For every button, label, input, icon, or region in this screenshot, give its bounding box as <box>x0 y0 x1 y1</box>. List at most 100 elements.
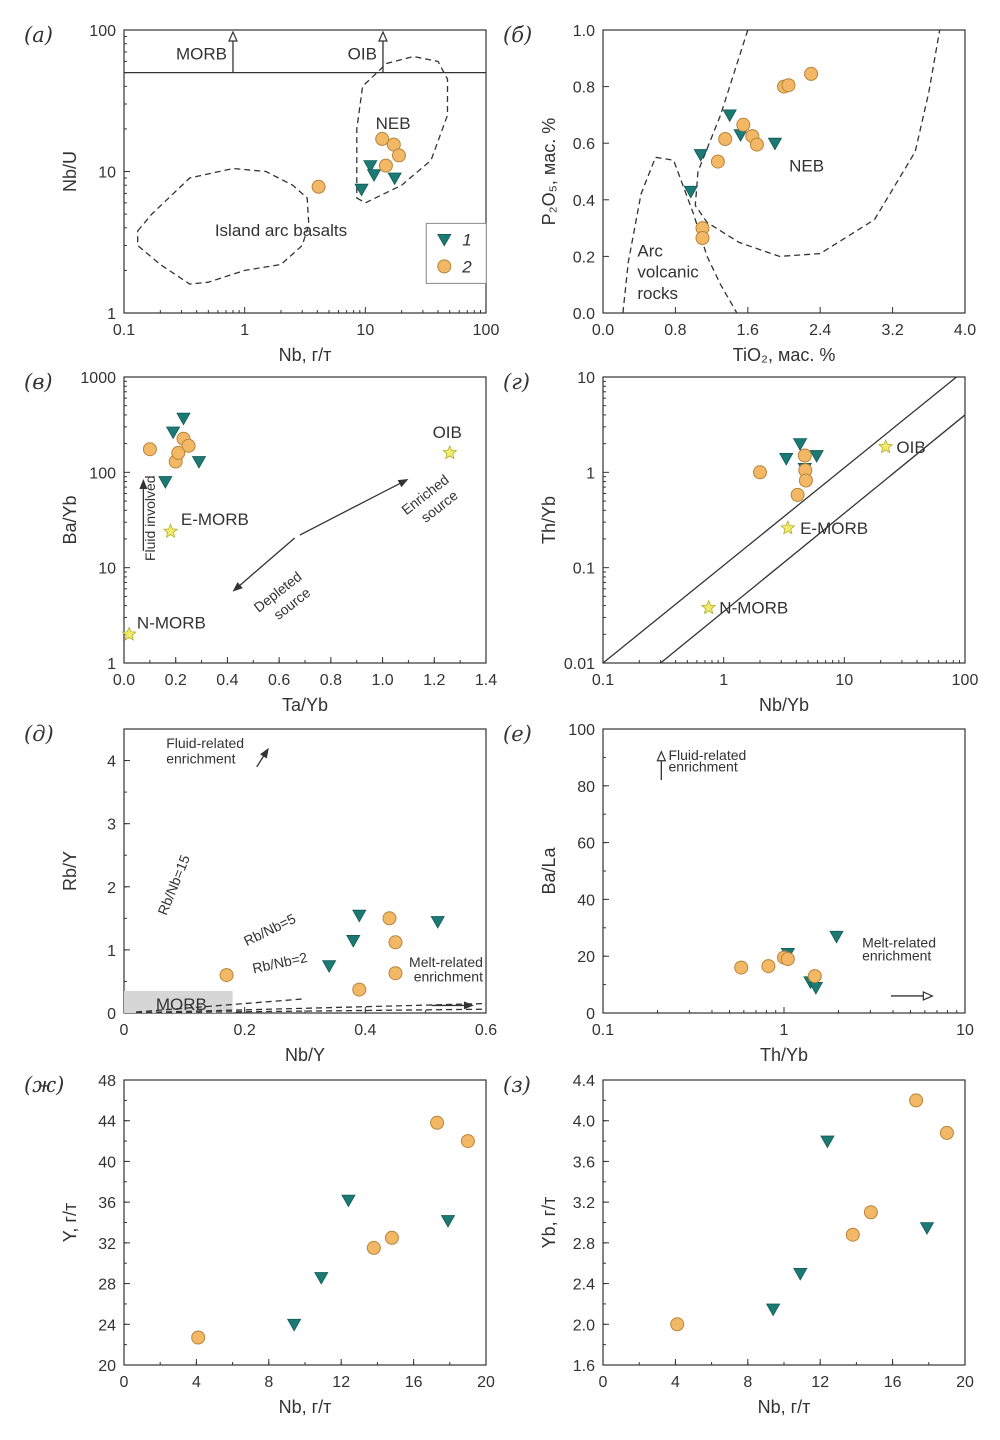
x-tick-label: 1 <box>240 322 249 339</box>
panel-label: (з) <box>503 1073 531 1097</box>
y-tick-label: 80 <box>577 779 595 796</box>
annotation-label: enrichment <box>862 947 931 963</box>
data-point-circle <box>804 66 819 81</box>
y-tick-label: 1.0 <box>573 23 595 40</box>
x-tick-label: 0.6 <box>268 672 290 689</box>
x-tick-label: 20 <box>956 1374 974 1391</box>
y-tick-label: 1.6 <box>573 1358 595 1375</box>
arrow-shaft <box>256 756 264 768</box>
data-point-circle <box>382 911 397 926</box>
y-tick-label: 2.4 <box>573 1277 595 1294</box>
data-point-triangle <box>765 1303 781 1317</box>
data-point-circle <box>388 966 403 981</box>
annotation-label: OIB <box>348 44 377 63</box>
x-tick-label: 1.6 <box>737 322 759 339</box>
reference-star-oib <box>877 438 894 454</box>
annotation-label: Fluid involved <box>142 475 158 561</box>
panel-label: (б) <box>503 23 532 47</box>
data-point-circle <box>378 158 393 173</box>
x-tick-label: 1.2 <box>423 672 445 689</box>
annotation-label: Rb/Nb=15 <box>154 852 193 917</box>
data-point-circle <box>761 959 776 974</box>
rb-nb-ratio-line <box>136 1002 487 1014</box>
x-tick-label: 0.1 <box>592 1022 614 1039</box>
data-point-circle <box>171 445 186 460</box>
panel-v: 0.0 0.2 0.4 0.6 0.8 1.0 1.2 1.4 1 10 100 1000 Ta/Yb B… <box>24 370 497 715</box>
y-tick-label: 48 <box>98 1073 116 1090</box>
x-tick-label: 12 <box>332 1374 350 1391</box>
arrow-shaft <box>239 537 296 586</box>
panel-z: 0 4 8 12 16 20 1.6 2.0 2.4 2.8 3.2 3.6 4.0 4.4 Nb, г/т… <box>503 1073 974 1417</box>
panel-g: 0.1 1 10 1000.010.1110Nb/YbTh/Yb(г)OIBE-MOR… <box>503 370 978 715</box>
data-point-triangle <box>314 1272 329 1285</box>
annotation-label: NEB <box>376 114 411 133</box>
mantle-array-line <box>660 414 966 664</box>
panel-label: (е) <box>503 722 532 746</box>
data-point-circle <box>718 132 733 146</box>
y-tick-label: 44 <box>98 1114 116 1131</box>
y-tick-label: 100 <box>89 465 116 482</box>
data-point-triangle <box>363 160 378 173</box>
data-point-circle <box>807 969 822 984</box>
y-tick-label: 36 <box>98 1195 116 1212</box>
annotation-label: OIB <box>433 423 462 442</box>
arrow-head <box>397 479 409 488</box>
data-point-triangle <box>341 1194 356 1208</box>
annotation-label: enrichment <box>668 759 737 775</box>
y-tick-label: 20 <box>98 1358 116 1375</box>
x-tick-label: 4 <box>192 1374 201 1391</box>
annotation-label: Fluid-related <box>668 747 746 763</box>
x-tick-label: 4 <box>671 1374 680 1391</box>
x-tick-label: 16 <box>884 1374 902 1391</box>
annotation-label: Rb/Nb=5 <box>241 910 298 949</box>
y-tick-label: 0.6 <box>573 136 595 153</box>
data-point-circle <box>311 179 326 194</box>
annotation-label: Arc <box>637 241 663 260</box>
y-tick-label: 2.0 <box>573 1317 595 1334</box>
legend-label-2: 2 <box>461 257 472 276</box>
y-tick-label: 100 <box>89 23 116 40</box>
data-point-triangle <box>767 137 783 151</box>
arrow-shaft <box>299 483 400 536</box>
panel-label: (ж) <box>24 1073 64 1097</box>
annotation-label: Melt-related <box>862 935 936 951</box>
legend-circle-marker <box>437 259 452 274</box>
data-point-circle <box>909 1093 924 1108</box>
x-axis-label: Nb, г/т <box>279 1397 332 1417</box>
annotation-label: Rb/Nb=2 <box>251 949 309 976</box>
data-point-circle <box>219 968 234 983</box>
data-point-triangle <box>829 930 844 944</box>
data-point-triangle <box>286 1318 302 1332</box>
data-point-triangle <box>165 426 181 440</box>
annotation-label: enrichment <box>166 751 235 767</box>
reference-star-e-morb <box>780 520 796 535</box>
y-axis-label: Th/Yb <box>539 496 559 544</box>
plot-frame <box>602 376 966 664</box>
annotation-label: Island arc basalts <box>215 221 347 240</box>
x-axis-label: TiO₂, мас. % <box>733 345 836 365</box>
data-point-triangle <box>346 935 361 948</box>
data-point-circle <box>753 465 767 480</box>
arrow-head <box>139 479 148 490</box>
plot-frame <box>602 29 966 314</box>
y-tick-label: 32 <box>98 1236 116 1253</box>
data-point-triangle <box>779 453 794 466</box>
annotation-label: N-MORB <box>719 599 788 618</box>
y-tick-label: 1000 <box>80 370 116 387</box>
x-tick-label: 20 <box>477 1374 495 1391</box>
x-tick-label: 0.8 <box>664 322 686 339</box>
legend-box <box>425 222 487 284</box>
y-tick-label: 40 <box>577 892 595 909</box>
y-tick-label: 3.2 <box>573 1195 595 1212</box>
x-axis-label: Nb, г/т <box>758 1397 811 1417</box>
y-tick-label: 40 <box>98 1154 116 1171</box>
y-axis-label: Ba/Yb <box>60 495 80 544</box>
x-tick-label: 2.4 <box>809 322 831 339</box>
y-tick-label: 10 <box>98 165 116 182</box>
data-point-triangle <box>354 183 369 197</box>
data-point-triangle <box>176 412 191 426</box>
data-point-circle <box>845 1227 860 1242</box>
x-axis-label: Nb/Yb <box>759 695 809 715</box>
y-tick-label: 0.8 <box>573 80 595 97</box>
